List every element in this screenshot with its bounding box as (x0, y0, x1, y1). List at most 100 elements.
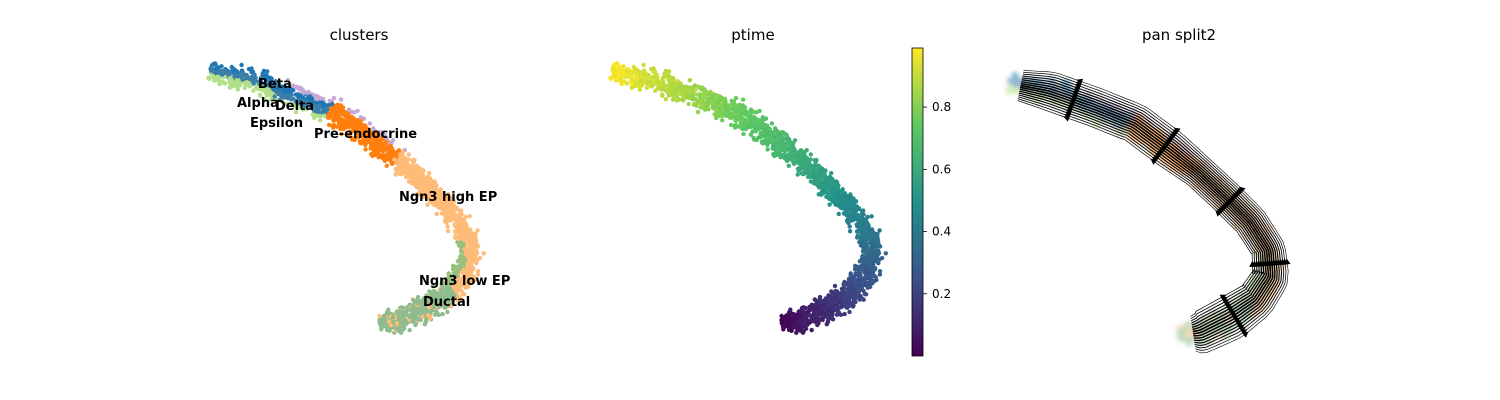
cell-point (833, 305, 838, 310)
cell-point (219, 64, 224, 69)
cell-point (427, 171, 432, 176)
cell-point (401, 305, 406, 311)
cell-point (865, 257, 870, 262)
cell-point (875, 239, 881, 244)
cell-point (470, 253, 475, 259)
colorbar-gradient (911, 47, 924, 357)
cell-point (733, 124, 738, 129)
cell-point (779, 317, 784, 323)
cell-point (670, 91, 676, 96)
cell-point (795, 172, 800, 177)
cell-point (842, 311, 847, 317)
cell-point (331, 115, 337, 120)
cell-point (784, 315, 790, 320)
cell-point (450, 263, 456, 269)
cell-point (787, 155, 792, 161)
cell-point (866, 246, 871, 251)
cell-point (731, 106, 736, 111)
cell-point (367, 121, 373, 126)
cell-point (340, 105, 346, 110)
cell-point (848, 271, 853, 276)
cell-point (823, 180, 828, 186)
cell-point (719, 100, 724, 105)
cell-point (708, 96, 713, 101)
cell-point (339, 131, 344, 137)
cell-point (823, 168, 828, 173)
cell-point (247, 84, 252, 89)
cell-point (829, 171, 834, 176)
cell-point (445, 309, 450, 315)
cell-point (394, 321, 400, 326)
cell-point (463, 214, 468, 220)
cell-point (612, 67, 617, 73)
cell-point (608, 75, 613, 81)
cell-point (779, 313, 784, 319)
cluster-label-epsilon: Epsilon (250, 116, 303, 131)
cell-point (686, 101, 691, 107)
cell-point (748, 107, 754, 112)
ptime-points (608, 61, 888, 335)
cell-point (786, 327, 792, 333)
cell-point (740, 97, 746, 102)
cell-point (481, 251, 486, 256)
cell-point (464, 246, 469, 251)
cell-point (695, 109, 701, 115)
cell-point (377, 317, 382, 323)
cell-point (783, 319, 788, 324)
cell-point (456, 243, 462, 248)
cell-point (738, 114, 743, 119)
cell-point (269, 76, 274, 81)
cell-point (796, 321, 802, 326)
cell-point (431, 181, 437, 187)
cell-point (869, 214, 874, 219)
cell-point (846, 220, 851, 226)
cell-point (786, 310, 792, 315)
cell-point (872, 253, 877, 259)
cell-point (875, 231, 880, 237)
cell-point (815, 321, 820, 327)
cell-point (663, 97, 668, 102)
cell-point (416, 299, 422, 305)
panel-title-pan-split2: pan split2 (1142, 26, 1216, 44)
cell-point (830, 187, 836, 192)
cell-point (460, 242, 466, 247)
cell-point (827, 202, 832, 207)
cell-point (757, 108, 762, 114)
colorbar: 0.20.40.60.8 (911, 47, 951, 357)
cell-point (791, 161, 797, 166)
cell-point (788, 319, 794, 324)
cell-point (369, 152, 374, 157)
cell-point (720, 118, 725, 123)
cell-point (329, 106, 334, 111)
cell-point (844, 295, 849, 301)
cell-point (475, 269, 481, 274)
cell-point (434, 211, 439, 217)
colorbar-ticks: 0.20.40.60.8 (923, 100, 951, 301)
cell-point (775, 137, 781, 142)
cell-point (799, 324, 805, 330)
cell-point (836, 310, 842, 315)
cell-point (285, 78, 290, 83)
cell-point (477, 255, 483, 261)
cell-point (680, 97, 685, 102)
cell-point (412, 305, 417, 311)
cell-point (434, 310, 440, 315)
cluster-label-alpha: Alpha (237, 96, 279, 111)
cell-point (841, 291, 846, 297)
cell-point (813, 181, 818, 186)
cell-point (385, 155, 390, 161)
cell-point (856, 221, 862, 227)
cell-point (629, 76, 634, 81)
panel-clusters: clusters Beta Alpha Delta Epsilon Pre-en… (206, 26, 510, 335)
cell-point (773, 148, 779, 153)
cell-point (733, 115, 739, 120)
cell-point (644, 85, 649, 91)
cell-point (425, 202, 430, 207)
panel-title-clusters: clusters (330, 26, 389, 44)
cell-point (222, 81, 227, 86)
cell-point (666, 76, 671, 81)
cell-point (722, 109, 727, 115)
cell-point (869, 264, 875, 270)
cell-point (651, 78, 657, 83)
